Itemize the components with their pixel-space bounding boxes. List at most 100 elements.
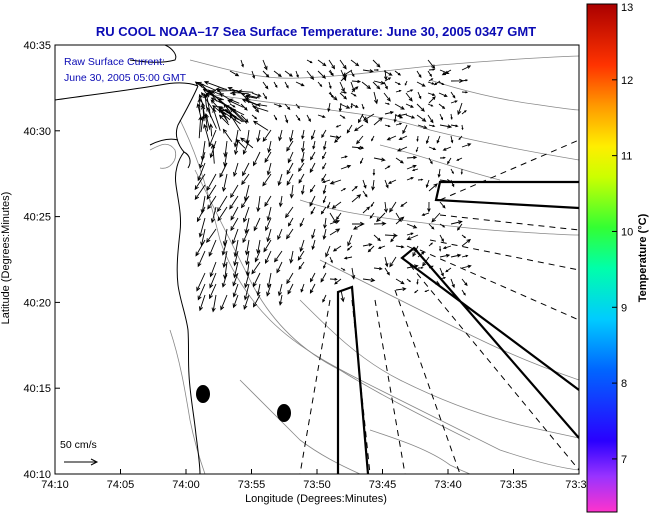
current-vector-arrow bbox=[216, 88, 238, 94]
current-vector-arrow bbox=[461, 278, 468, 287]
current-vector-arrow bbox=[278, 294, 283, 306]
current-vector-arrow bbox=[428, 157, 433, 165]
current-vector-arrow bbox=[336, 212, 342, 221]
current-vector-arrow bbox=[309, 184, 316, 193]
current-vector-arrow bbox=[450, 253, 462, 258]
current-vector-arrow bbox=[390, 234, 397, 243]
current-vector-arrow bbox=[404, 80, 408, 86]
current-vector-arrow bbox=[208, 239, 217, 257]
y-tick-label: 40:15 bbox=[23, 383, 51, 395]
current-vector-arrow bbox=[242, 162, 250, 177]
current-vector-arrow bbox=[223, 102, 237, 121]
current-vector-arrow bbox=[438, 81, 445, 85]
colorbar-tick-label: 10 bbox=[621, 226, 633, 238]
current-vector-arrow bbox=[386, 135, 397, 141]
current-vector-arrow bbox=[402, 124, 408, 135]
current-vector-arrow bbox=[427, 70, 432, 78]
current-vector-arrow bbox=[339, 114, 346, 119]
current-vector-arrow bbox=[251, 70, 256, 79]
current-vector-arrow bbox=[450, 91, 456, 99]
current-vector-arrow bbox=[206, 228, 217, 244]
current-vector-arrow bbox=[229, 195, 239, 210]
colorbar-tick-label: 9 bbox=[621, 302, 627, 314]
current-vector-arrow bbox=[219, 92, 231, 101]
lane-dash-3 bbox=[374, 299, 406, 474]
current-vector-arrow bbox=[286, 162, 294, 175]
current-vector-arrow bbox=[438, 103, 446, 110]
current-vector-arrow bbox=[415, 146, 419, 153]
current-vector-arrow bbox=[322, 184, 327, 195]
current-vector-arrow bbox=[298, 261, 305, 270]
current-vector-arrow bbox=[233, 250, 239, 267]
x-tick-label: 73:50 bbox=[303, 479, 331, 491]
current-vector-arrow bbox=[297, 250, 305, 261]
current-vector-arrow bbox=[439, 253, 451, 258]
current-vector-arrow bbox=[231, 228, 239, 245]
current-vector-arrow bbox=[328, 70, 334, 76]
current-vector-arrow bbox=[329, 228, 341, 236]
lane-dash-6 bbox=[419, 249, 579, 321]
current-vector-arrow bbox=[421, 212, 430, 216]
current-vector-arrow bbox=[396, 146, 408, 152]
current-vector-arrow bbox=[194, 173, 206, 191]
current-vector-arrow bbox=[262, 59, 268, 71]
current-vector-arrow bbox=[362, 206, 371, 214]
current-vector-arrow bbox=[384, 124, 391, 128]
current-vector-arrow bbox=[222, 250, 228, 269]
current-vector-arrow bbox=[244, 94, 258, 99]
current-vector-arrow bbox=[252, 120, 269, 131]
current-vector-arrow bbox=[417, 266, 424, 269]
current-vector-arrow bbox=[286, 173, 294, 186]
current-vector-arrow bbox=[331, 201, 342, 209]
current-vector-arrow bbox=[461, 110, 467, 115]
current-vector-arrow bbox=[289, 129, 294, 143]
x-axis-ticks: 74:10 74:05 74:00 73:55 73:50 73:45 73:40 73:35… bbox=[41, 469, 593, 491]
current-vector-arrow bbox=[428, 96, 436, 104]
current-vector-arrow bbox=[374, 68, 380, 72]
current-vector-arrow bbox=[232, 294, 239, 309]
current-vector-arrow bbox=[230, 206, 239, 221]
current-vector-arrow bbox=[221, 272, 228, 288]
current-vector-arrow bbox=[428, 146, 437, 151]
current-vector-arrow bbox=[273, 103, 283, 108]
current-vector-arrow bbox=[461, 79, 469, 82]
current-vector-arrow bbox=[284, 103, 291, 111]
current-vector-arrow bbox=[209, 261, 217, 278]
current-vector-arrow bbox=[394, 103, 405, 110]
current-vector-arrow bbox=[306, 70, 315, 81]
current-vector-arrow bbox=[428, 183, 438, 192]
current-vector-arrow bbox=[205, 92, 224, 101]
current-vector-arrow bbox=[417, 251, 425, 258]
current-vector-arrow bbox=[439, 267, 444, 277]
contour-9 bbox=[239, 379, 361, 474]
current-vector-arrow bbox=[194, 81, 216, 97]
current-vector-arrow bbox=[335, 124, 342, 128]
figure-title: RU COOL NOAA–17 Sea Surface Temperature:… bbox=[96, 24, 536, 39]
current-vector-arrow bbox=[439, 223, 446, 228]
current-vector-arrow bbox=[383, 70, 393, 76]
current-vector-arrow bbox=[243, 283, 250, 301]
current-vector-arrow bbox=[427, 81, 435, 85]
current-vector-arrow bbox=[240, 59, 244, 68]
current-vector-arrow bbox=[439, 234, 444, 243]
current-vector-arrow bbox=[233, 140, 239, 156]
current-vector-arrow bbox=[416, 81, 426, 87]
current-vector-arrow bbox=[339, 92, 348, 100]
current-vector-arrow bbox=[350, 81, 356, 93]
current-vector-arrow bbox=[208, 123, 214, 137]
current-vector-arrow bbox=[373, 267, 383, 271]
current-vector-arrow bbox=[427, 103, 434, 107]
current-vector-arrow bbox=[384, 267, 390, 276]
current-vector-arrow bbox=[416, 135, 419, 142]
current-vector-arrow bbox=[431, 212, 441, 223]
current-vector-arrow bbox=[198, 93, 204, 106]
current-vector-arrow bbox=[266, 162, 272, 176]
current-vector-arrow bbox=[427, 114, 434, 124]
current-vector-arrow bbox=[416, 114, 427, 122]
current-vector-arrow bbox=[295, 70, 299, 78]
colorbar-tick-label: 12 bbox=[621, 75, 633, 87]
current-vector-arrow bbox=[284, 70, 293, 77]
staten-island bbox=[129, 45, 177, 63]
current-vector-arrow bbox=[233, 162, 239, 178]
current-vector-arrow bbox=[442, 245, 452, 250]
